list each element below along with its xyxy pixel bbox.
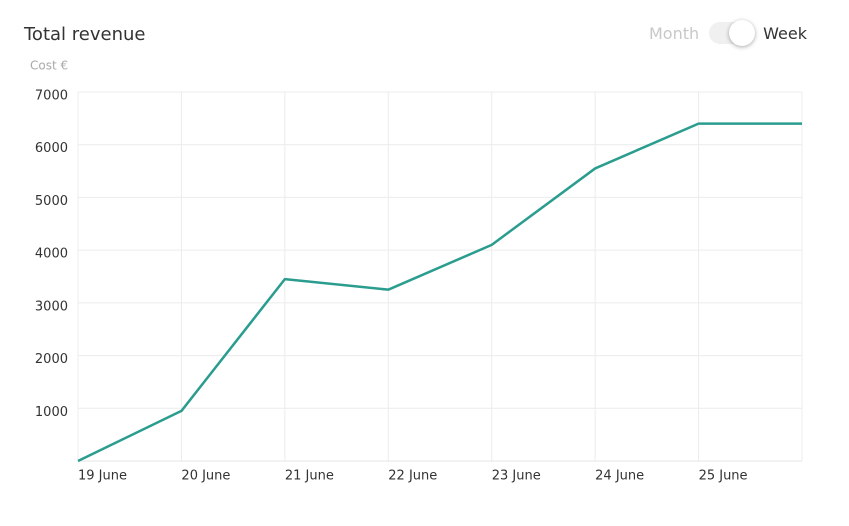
y-tick-label: 6000 bbox=[35, 141, 68, 156]
y-tick-label: 1000 bbox=[35, 405, 68, 420]
y-tick-label: 5000 bbox=[35, 194, 68, 209]
y-tick-label: 4000 bbox=[35, 247, 68, 262]
chart-title: Total revenue bbox=[23, 24, 145, 45]
y-tick-label: 7000 bbox=[35, 89, 68, 104]
x-tick-label: 22 June bbox=[388, 469, 437, 484]
toggle-switch[interactable] bbox=[709, 20, 756, 46]
x-tick-label: 21 June bbox=[285, 469, 334, 484]
x-tick-label: 25 June bbox=[699, 469, 748, 484]
x-tick-label: 19 June bbox=[78, 469, 127, 484]
line bbox=[77, 122, 802, 463]
toggle-option[interactable]: Week bbox=[763, 23, 807, 43]
y-tick-label: 3000 bbox=[35, 299, 68, 314]
x-tick-label: 24 June bbox=[595, 469, 644, 484]
y-tick-label: 2000 bbox=[35, 352, 68, 367]
x-tick-label: 20 June bbox=[181, 469, 230, 484]
toggle-option[interactable]: Month bbox=[649, 23, 700, 43]
y-axis-label: Cost € bbox=[30, 59, 68, 73]
x-tick-label: 23 June bbox=[492, 469, 541, 484]
period-toggle: Month Week bbox=[649, 20, 807, 46]
toggle-knob bbox=[729, 20, 756, 46]
